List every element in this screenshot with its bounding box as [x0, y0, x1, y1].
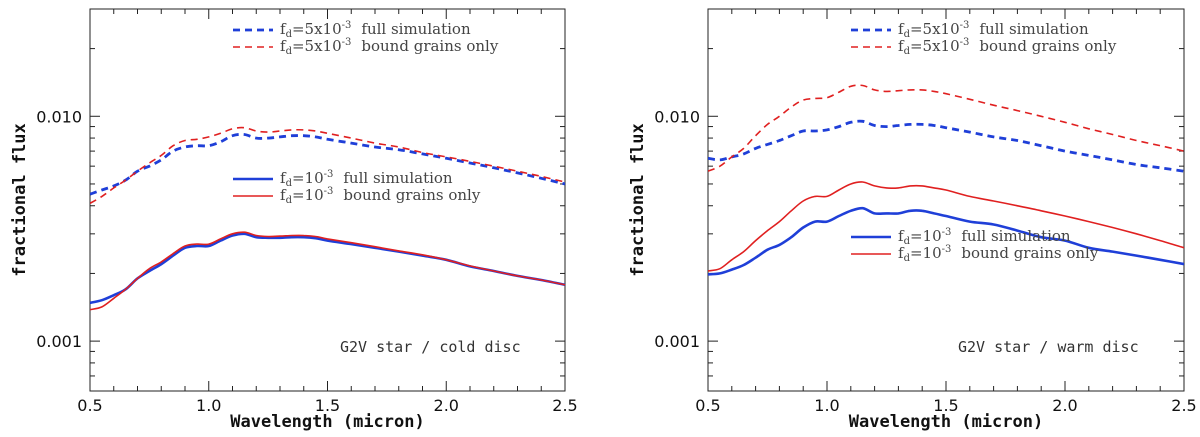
panel-annotation: G2V star / warm disc	[958, 338, 1139, 356]
legend-f: f	[280, 186, 287, 204]
legend-exponent: -3	[324, 169, 334, 180]
plot-frame	[89, 8, 566, 392]
y-tick-label: 0.010	[36, 107, 82, 126]
legend-entry-label: fd=10-3 bound grains only	[898, 244, 1099, 264]
left-panel: 0.5 1.0 1.5 2.0 2.5 0.001 0.010 Wavelength (mic…	[10, 8, 578, 432]
legend-f: f	[280, 20, 287, 38]
legend-text: full simulation	[361, 20, 471, 38]
x-tick-label: 1.5	[315, 396, 340, 415]
legend-f: f	[898, 244, 905, 262]
legend-entry-label: fd=5x10-3 bound grains only	[280, 37, 499, 57]
legend-entry-label: fd=5x10-3 full simulation	[898, 20, 1089, 40]
legend-f: f	[280, 169, 287, 187]
legend-subscript: d	[286, 46, 293, 57]
legend-entry-label: fd=10-3 bound grains only	[280, 186, 481, 206]
series-line	[708, 206, 1184, 276]
x-tick-label: 0.5	[77, 396, 102, 415]
legend-entry-label: fd=5x10-3 full simulation	[280, 20, 471, 40]
y-axis-title: fractional flux	[628, 123, 648, 277]
legend-eq: =10	[910, 227, 942, 245]
x-tick-label: 2.0	[1052, 396, 1077, 415]
legend-eq: =5x10	[910, 37, 960, 55]
legend-text: bound grains only	[961, 244, 1098, 262]
legend-text: bound grains only	[361, 37, 498, 55]
legend-subscript: d	[904, 46, 911, 57]
series-line	[708, 181, 1184, 272]
panel-annotation: G2V star / cold disc	[340, 338, 521, 356]
legend-exponent: -3	[960, 20, 970, 31]
series-line	[90, 232, 565, 305]
x-tick-label: 2.5	[1171, 396, 1196, 415]
legend-subscript: d	[286, 29, 293, 40]
legend-eq: =5x10	[910, 20, 960, 38]
legend-f: f	[898, 227, 905, 245]
series-line	[90, 231, 565, 311]
plot-frame	[707, 8, 1185, 392]
x-tick-label: 1.0	[814, 396, 839, 415]
x-tick-label: 1.0	[196, 396, 221, 415]
legend-text: bound grains only	[343, 186, 480, 204]
x-tick-label: 2.0	[434, 396, 459, 415]
legend-text: bound grains only	[979, 37, 1116, 55]
series-line	[90, 132, 565, 196]
y-tick-label: 0.001	[36, 332, 82, 351]
legend-eq: =10	[292, 186, 324, 204]
legend-subscript: d	[904, 29, 911, 40]
legend-f: f	[898, 20, 905, 38]
legend-eq: =5x10	[292, 20, 342, 38]
series-line	[708, 119, 1184, 173]
legend-exponent: -3	[324, 186, 334, 197]
x-tick-label: 0.5	[695, 396, 720, 415]
legend-exponent: -3	[942, 244, 952, 255]
legend-eq: =10	[910, 244, 942, 262]
legend-exponent: -3	[342, 20, 352, 31]
legend-exponent: -3	[942, 227, 952, 238]
legend-subscript: d	[904, 253, 911, 264]
legend-entry-label: fd=10-3 full simulation	[898, 227, 1071, 247]
legend-f: f	[898, 37, 905, 55]
legend-eq: =5x10	[292, 37, 342, 55]
legend-subscript: d	[286, 178, 293, 189]
series-line	[708, 84, 1184, 172]
right-panel: 0.5 1.0 1.5 2.0 2.5 0.001 0.010 Wavelength (mic…	[628, 8, 1197, 432]
y-axis-title: fractional flux	[10, 123, 30, 277]
legend-subscript: d	[286, 195, 293, 206]
y-tick-label: 0.010	[654, 107, 700, 126]
x-tick-label: 2.5	[552, 396, 577, 415]
legend-exponent: -3	[960, 37, 970, 48]
legend-eq: =10	[292, 169, 324, 187]
legend-text: full simulation	[961, 227, 1071, 245]
x-tick-label: 1.5	[933, 396, 958, 415]
x-axis-title: Wavelength (micron)	[849, 412, 1043, 432]
legend-exponent: -3	[342, 37, 352, 48]
legend-entry-label: fd=10-3 full simulation	[280, 169, 453, 189]
legend-text: full simulation	[343, 169, 453, 187]
legend-subscript: d	[904, 236, 911, 247]
legend-entry-label: fd=5x10-3 bound grains only	[898, 37, 1117, 57]
legend-f: f	[280, 37, 287, 55]
legend-text: full simulation	[979, 20, 1089, 38]
y-tick-label: 0.001	[654, 332, 700, 351]
x-axis-title: Wavelength (micron)	[230, 412, 424, 432]
